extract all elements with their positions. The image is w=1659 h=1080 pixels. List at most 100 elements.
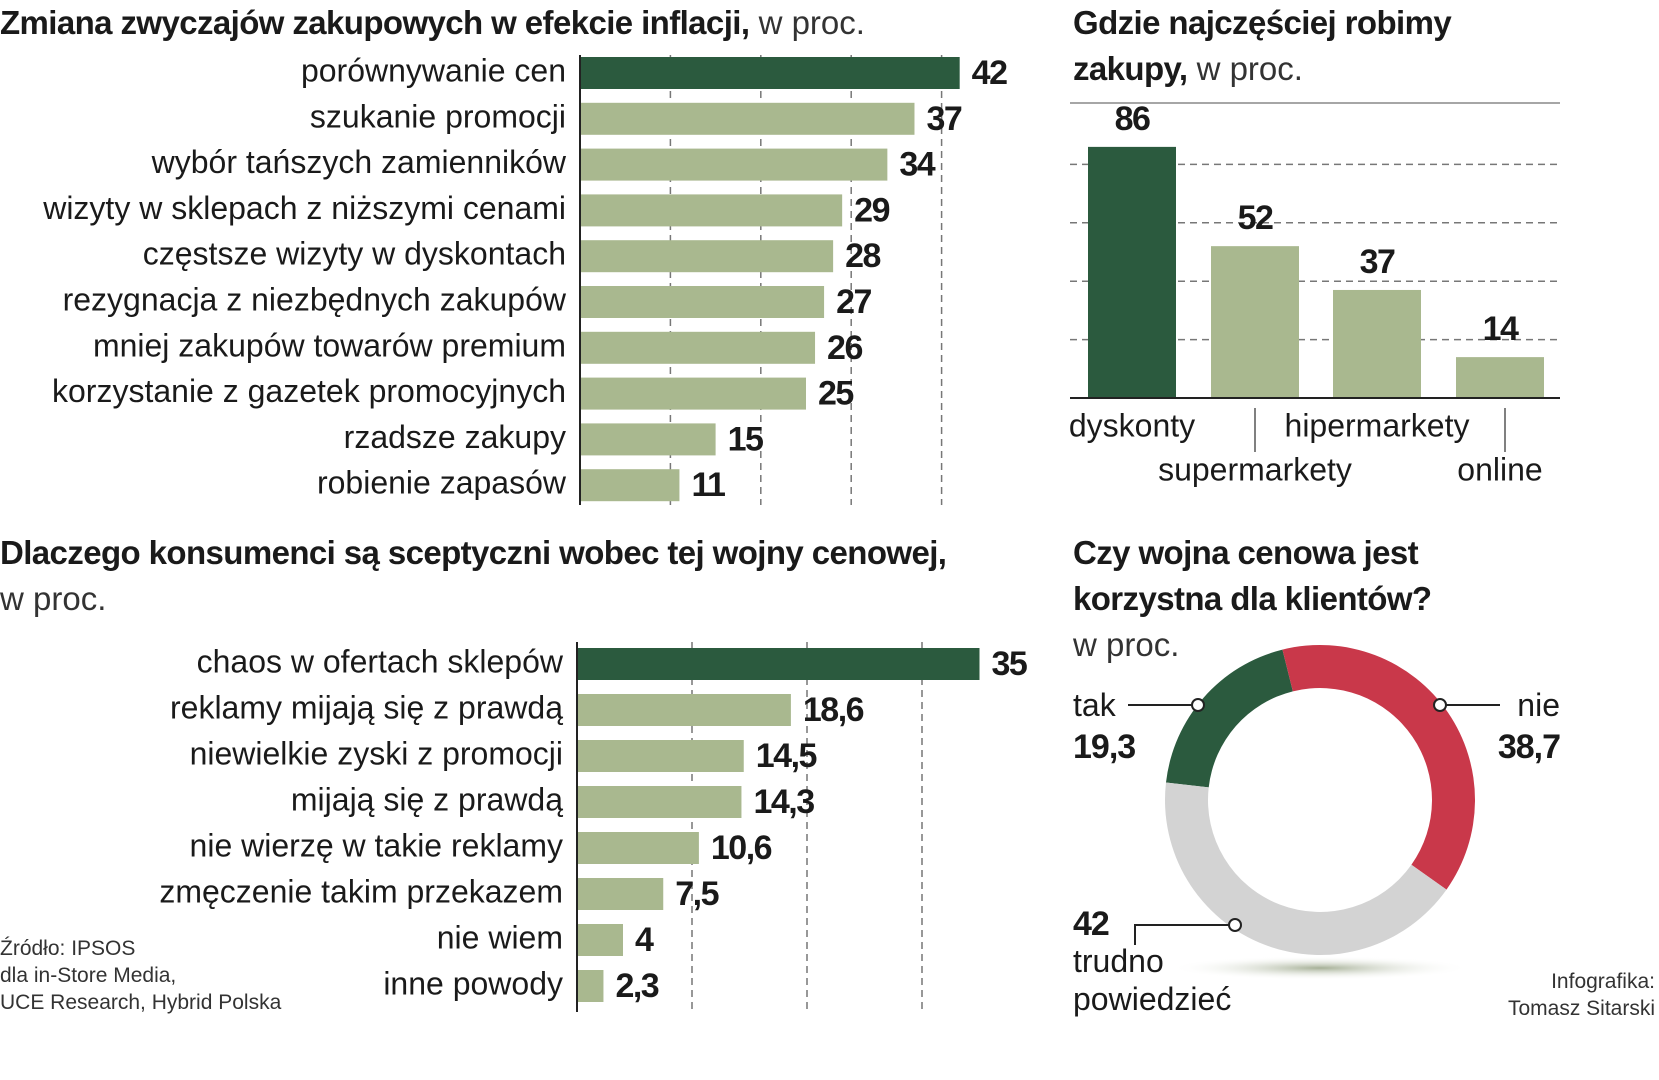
value-label: 37 bbox=[1360, 243, 1395, 281]
value-label: 26 bbox=[827, 329, 862, 367]
donut-slice bbox=[1164, 782, 1447, 956]
value-label: 35 bbox=[992, 645, 1027, 683]
title-1: Zmiana zwyczajów zakupowych w efekcie in… bbox=[0, 0, 1060, 46]
bar bbox=[577, 786, 742, 818]
category-label: szukanie promocji bbox=[310, 98, 566, 134]
value-label: 42 bbox=[1073, 905, 1110, 943]
bar bbox=[580, 377, 806, 410]
category-label: nie wierzę w takie reklamy bbox=[190, 827, 563, 863]
leader-dot bbox=[1191, 698, 1205, 712]
bar bbox=[580, 286, 825, 318]
bar bbox=[577, 878, 664, 910]
value-label: 19,3 bbox=[1073, 728, 1136, 766]
bar bbox=[580, 423, 716, 456]
bar bbox=[577, 740, 744, 772]
value-label: 14,5 bbox=[756, 737, 817, 775]
category-label: tak bbox=[1073, 687, 1116, 723]
category-label: rezygnacja z niezbędnych zakupów bbox=[63, 281, 567, 317]
value-label: 42 bbox=[972, 54, 1007, 92]
title: Czy wojna cenowa jest korzystna dla klie… bbox=[1073, 534, 1432, 617]
category-label: wizyty w sklepach z niższymi cenami bbox=[42, 190, 566, 226]
title-3: Dlaczego konsumenci są sceptyczni wobec … bbox=[0, 530, 960, 622]
category-label: korzystanie z gazetek promocyjnych bbox=[52, 373, 566, 409]
leader-dot bbox=[1228, 918, 1242, 932]
category-label: nie bbox=[1517, 687, 1560, 723]
title: Gdzie najczęściej robimy zakupy, bbox=[1073, 4, 1452, 87]
bar bbox=[577, 832, 699, 864]
category-label: dyskonty bbox=[1069, 407, 1195, 443]
bar bbox=[1211, 246, 1299, 398]
category-label: robienie zapasów bbox=[317, 465, 567, 501]
category-label: niewielkie zyski z promocji bbox=[190, 735, 563, 771]
value-label: 52 bbox=[1238, 199, 1273, 237]
leader-dot bbox=[1433, 698, 1447, 712]
source: Źródło: IPSOS dla in-Store Media, UCE Re… bbox=[0, 935, 281, 1016]
source-line: UCE Research, Hybrid Polska bbox=[0, 991, 282, 1014]
category-label: porównywanie cen bbox=[301, 52, 566, 88]
bar bbox=[577, 970, 604, 1002]
value-label: 38,7 bbox=[1497, 728, 1561, 766]
value-label: 28 bbox=[845, 237, 880, 275]
category-label: supermarkety bbox=[1158, 451, 1352, 487]
category-label: trudno powiedzieć bbox=[1073, 943, 1232, 1017]
bar bbox=[580, 102, 915, 135]
title-4: Czy wojna cenowa jest korzystna dla klie… bbox=[1073, 530, 1553, 668]
value-label: 27 bbox=[836, 283, 871, 321]
donut-slice bbox=[1282, 645, 1476, 890]
title: Zmiana zwyczajów zakupowych w efekcie in… bbox=[0, 4, 750, 41]
category-label: wybór tańszych zamienników bbox=[151, 144, 567, 180]
title: Dlaczego konsumenci są sceptyczni wobec … bbox=[0, 534, 947, 571]
credit: Infografika: Tomasz Sitarski bbox=[1508, 968, 1655, 1022]
value-label: 29 bbox=[854, 191, 889, 229]
value-label: 14 bbox=[1483, 310, 1519, 348]
category-label: mijają się z prawdą bbox=[291, 781, 563, 817]
category-label: mniej zakupów towarów premium bbox=[93, 327, 566, 363]
category-label: chaos w ofertach sklepów bbox=[197, 643, 564, 679]
bar bbox=[580, 331, 816, 364]
category-label: nie wiem bbox=[437, 919, 563, 955]
donut-shadow bbox=[1170, 956, 1470, 980]
value-label: 86 bbox=[1115, 100, 1150, 138]
category-label: reklamy mijają się z prawdą bbox=[170, 689, 563, 725]
value-label: 15 bbox=[728, 420, 763, 458]
value-label: 18,6 bbox=[803, 691, 864, 729]
value-label: 25 bbox=[818, 375, 853, 413]
bar bbox=[580, 469, 680, 502]
category-label: częstsze wizyty w dyskontach bbox=[143, 236, 566, 272]
subtitle: w proc. bbox=[1196, 50, 1303, 87]
credit-line: Tomasz Sitarski bbox=[1507, 997, 1655, 1020]
category-label: hipermarkety bbox=[1285, 407, 1470, 443]
title-2: Gdzie najczęściej robimy zakupy, w proc. bbox=[1073, 0, 1553, 92]
source-line: dla in-Store Media, bbox=[0, 964, 177, 987]
bar bbox=[580, 148, 888, 181]
value-label: 4 bbox=[635, 921, 654, 959]
subtitle: w proc. bbox=[0, 580, 107, 617]
bar bbox=[1456, 357, 1544, 398]
category-label: online bbox=[1457, 451, 1542, 487]
value-label: 14,3 bbox=[753, 783, 814, 821]
value-label: 7,5 bbox=[675, 875, 718, 913]
subtitle: w proc. bbox=[758, 4, 865, 41]
value-label: 34 bbox=[899, 146, 935, 184]
bar bbox=[580, 194, 843, 227]
value-label: 11 bbox=[691, 466, 725, 504]
bar bbox=[577, 924, 623, 956]
bar bbox=[577, 648, 980, 680]
bar bbox=[1088, 146, 1176, 398]
donut-slice bbox=[1165, 649, 1293, 788]
category-label: zmęczenie takim przekazem bbox=[159, 873, 563, 909]
leader-line bbox=[1134, 924, 1235, 945]
credit-line: Infografika: bbox=[1551, 970, 1655, 993]
source-line: Źródło: IPSOS bbox=[0, 937, 136, 960]
bar bbox=[1333, 289, 1421, 398]
category-label: inne powody bbox=[383, 965, 563, 1001]
value-label: 37 bbox=[926, 100, 961, 138]
value-label: 2,3 bbox=[615, 967, 658, 1005]
value-label: 10,6 bbox=[711, 829, 772, 867]
bar bbox=[577, 694, 791, 726]
category-label: rzadsze zakupy bbox=[344, 419, 566, 455]
bar bbox=[580, 57, 960, 89]
bar bbox=[580, 240, 834, 273]
